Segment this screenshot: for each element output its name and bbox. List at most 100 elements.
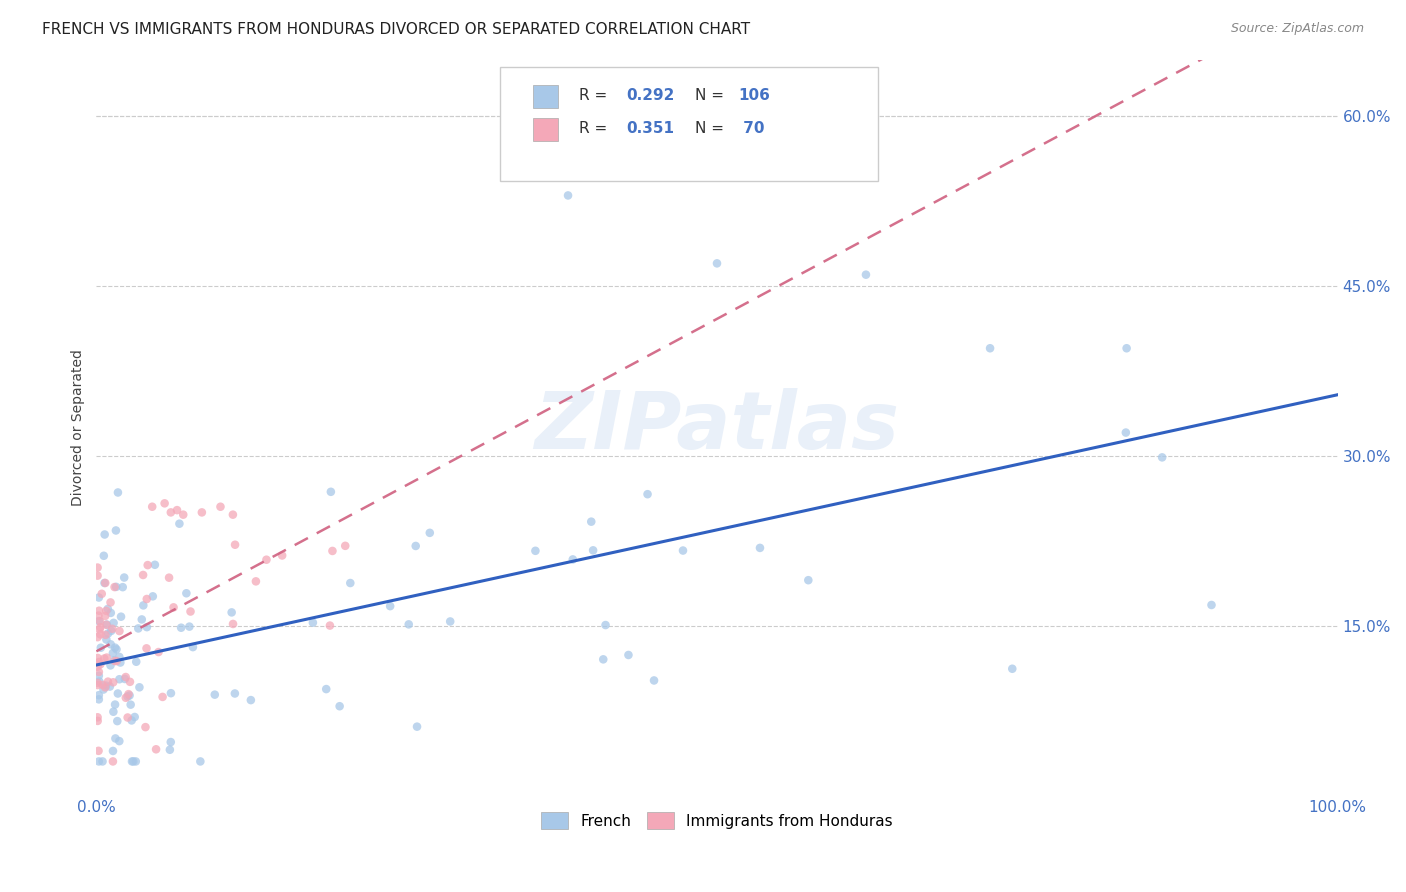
Point [406, 720, 429, 734]
Point [94, 681, 117, 695]
Point [979, 341, 1001, 355]
Point [222, 617, 245, 632]
Point [1001, 662, 1024, 676]
Point [96, 632, 118, 647]
Point [104, 640, 127, 655]
Point [103, 705, 125, 719]
Point [114, 690, 136, 705]
Text: ZIPatlas: ZIPatlas [534, 389, 900, 467]
Point [302, 615, 325, 630]
Text: N =: N = [695, 121, 728, 136]
Point [86, 630, 108, 644]
Point [110, 609, 132, 624]
Point [595, 618, 617, 632]
Point [319, 484, 342, 499]
Point [159, 743, 181, 757]
Point [148, 645, 170, 659]
Point [1115, 425, 1137, 440]
Point [617, 648, 640, 662]
Point [93, 576, 115, 591]
Point [89, 614, 111, 628]
Point [169, 516, 191, 531]
Point [221, 606, 243, 620]
Point [96, 617, 118, 632]
Point [209, 500, 232, 514]
Point [524, 544, 547, 558]
Point [132, 568, 155, 582]
Point [90, 640, 112, 655]
Point [104, 698, 127, 712]
Y-axis label: Divorced or Separated: Divorced or Separated [72, 349, 86, 506]
Point [104, 731, 127, 746]
Point [100, 658, 122, 673]
Point [160, 686, 183, 700]
Point [134, 720, 156, 734]
Point [114, 670, 136, 684]
Point [405, 539, 427, 553]
Point [101, 622, 124, 636]
Point [93, 651, 115, 665]
Point [87, 744, 110, 758]
FancyBboxPatch shape [533, 85, 558, 108]
Point [105, 654, 128, 668]
Point [224, 538, 246, 552]
Point [145, 742, 167, 756]
Point [94, 679, 117, 693]
Point [117, 710, 139, 724]
Point [108, 624, 131, 638]
Point [86, 710, 108, 724]
Point [135, 592, 157, 607]
Point [86, 659, 108, 673]
Point [107, 686, 129, 700]
Point [329, 699, 352, 714]
FancyBboxPatch shape [533, 118, 558, 141]
Point [90, 587, 112, 601]
Point [118, 689, 141, 703]
Point [339, 576, 361, 591]
Point [101, 744, 124, 758]
Point [103, 615, 125, 630]
Point [97, 626, 120, 640]
Point [100, 595, 122, 609]
Point [271, 549, 294, 563]
Point [108, 672, 131, 686]
Point [179, 619, 201, 633]
Point [107, 485, 129, 500]
Point [87, 665, 110, 679]
Point [1115, 341, 1137, 355]
Point [105, 580, 128, 594]
Point [143, 558, 166, 572]
Point [89, 657, 111, 672]
Point [335, 539, 357, 553]
Point [319, 618, 342, 632]
Point [91, 678, 114, 692]
Point [87, 669, 110, 683]
Point [224, 686, 246, 700]
Point [86, 676, 108, 690]
Point [190, 755, 212, 769]
Point [166, 503, 188, 517]
Point [132, 599, 155, 613]
Point [117, 690, 139, 704]
Point [1201, 598, 1223, 612]
Point [97, 602, 120, 616]
Point [94, 608, 117, 623]
Point [561, 552, 583, 566]
Point [159, 735, 181, 749]
Point [112, 570, 135, 584]
Point [117, 687, 139, 701]
Point [398, 617, 420, 632]
Point [153, 496, 176, 510]
Point [87, 591, 110, 605]
Point [105, 642, 128, 657]
Point [94, 628, 117, 642]
Point [581, 515, 603, 529]
Point [97, 674, 120, 689]
Text: R =: R = [579, 121, 613, 136]
Point [315, 682, 337, 697]
Point [380, 599, 402, 614]
Point [222, 508, 245, 522]
Point [93, 549, 115, 563]
Point [86, 568, 108, 582]
Legend: French, Immigrants from Honduras: French, Immigrants from Honduras [534, 805, 900, 836]
